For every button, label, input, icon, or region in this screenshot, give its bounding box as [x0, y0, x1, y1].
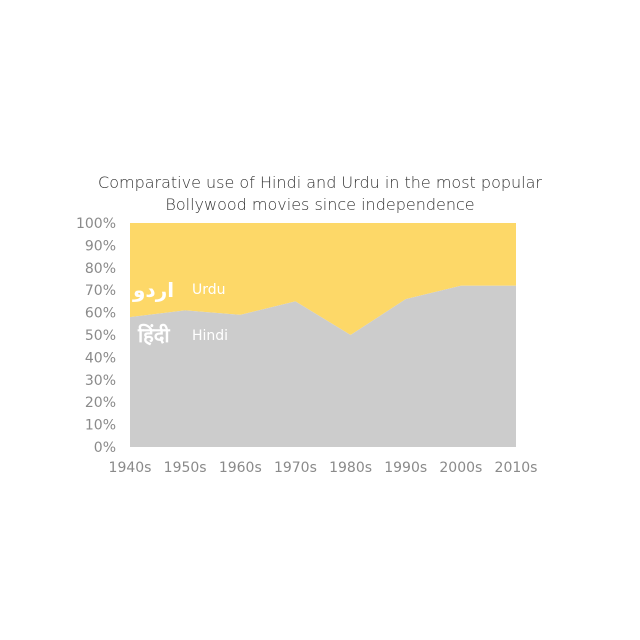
- x-tick-label: 1950s: [164, 460, 207, 476]
- chart-title: Comparative use of Hindi and Urdu in the…: [0, 172, 640, 216]
- y-tick-label: 90%: [85, 238, 116, 254]
- y-tick-label: 30%: [85, 373, 116, 389]
- chart-title-line-2: Bollywood movies since independence: [165, 195, 475, 214]
- y-tick-label: 40%: [85, 350, 116, 366]
- series-area-hindi: [130, 285, 516, 447]
- chart-title-line-1: Comparative use of Hindi and Urdu in the…: [98, 173, 542, 192]
- y-tick-label: 10%: [85, 418, 116, 434]
- series-label-hindi-native: हिंदी: [137, 323, 170, 347]
- x-tick-label: 1960s: [219, 460, 262, 476]
- series-label-hindi: Hindi: [192, 328, 228, 344]
- series-label-urdu: Urdu: [192, 282, 226, 298]
- x-tick-label: 1940s: [109, 460, 152, 476]
- y-tick-label: 0%: [94, 440, 116, 456]
- y-tick-label: 50%: [85, 328, 116, 344]
- y-tick-label: 60%: [85, 306, 116, 322]
- y-tick-label: 80%: [85, 261, 116, 277]
- y-tick-label: 70%: [85, 283, 116, 299]
- series-label-urdu-native: اردو: [132, 278, 174, 302]
- x-tick-label: 2010s: [495, 460, 538, 476]
- x-tick-label: 1980s: [329, 460, 372, 476]
- series-area-urdu: [130, 223, 516, 335]
- y-tick-label: 20%: [85, 395, 116, 411]
- y-tick-label: 100%: [76, 216, 116, 232]
- x-tick-label: 1990s: [384, 460, 427, 476]
- x-tick-label: 2000s: [439, 460, 482, 476]
- x-tick-label: 1970s: [274, 460, 317, 476]
